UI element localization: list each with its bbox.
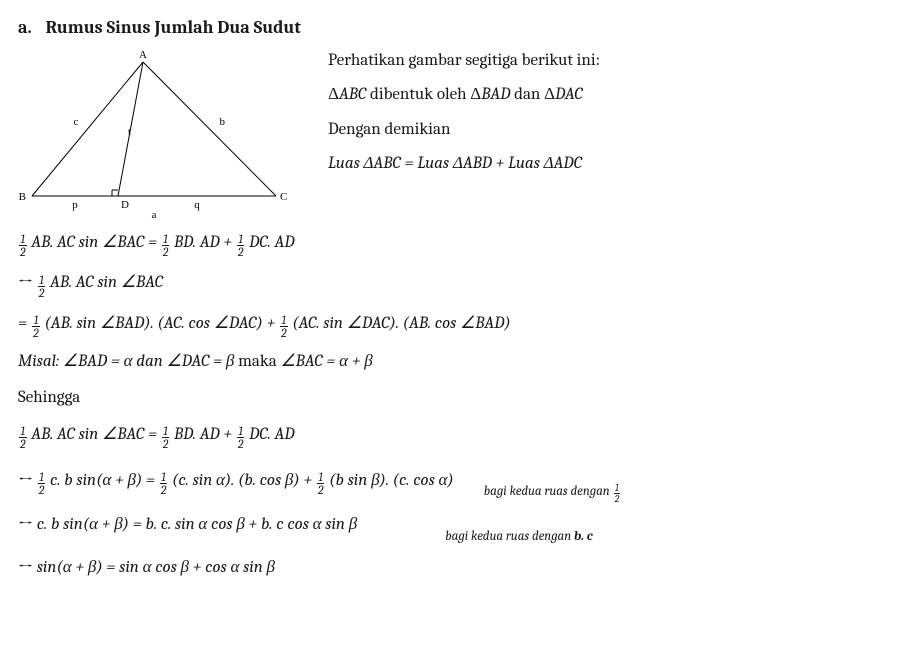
svg-text:b: b (220, 116, 226, 128)
svg-text:t: t (128, 126, 131, 138)
eq-1: 12 AB. AC sin ∠BAC = 12 BD. AD + 12 DC. … (18, 230, 906, 258)
svg-text:D: D (121, 199, 129, 211)
eq-2: ↔ 12 AB. AC sin ∠BAC (18, 270, 906, 298)
svg-text:A: A (139, 49, 147, 61)
svg-text:p: p (72, 199, 78, 211)
eq-8: ↔ c. b sin(α + β) = b. c. sin α cos β + … (18, 512, 357, 538)
svg-text:q: q (194, 199, 200, 211)
eq-7: ↔ 12 c. b sin(α + β) = 12 (c. sin α). (b… (18, 468, 454, 496)
triangle-diagram: A B C Dc b p q a t (18, 48, 298, 218)
intro-text: Perhatikan gambar segitiga berikut ini: … (328, 48, 600, 218)
eq-3: = 12 (AB. sin ∠BAD). (AC. cos ∠DAC) + 12… (18, 311, 906, 339)
eq-6: 12 AB. AC sin ∠BAC = 12 BD. AD + 12 DC. … (18, 422, 906, 450)
eq-8-note: bagi kedua ruas dengan b. c (445, 527, 593, 547)
intro-line-1: Perhatikan gambar segitiga berikut ini: (328, 48, 600, 74)
svg-text:C: C (280, 191, 287, 203)
svg-text:B: B (19, 191, 26, 203)
eq-9: ↔ sin(α + β) = sin α cos β + cos α sin β (18, 555, 906, 581)
section-letter: a. (18, 14, 32, 42)
svg-text:a: a (152, 209, 157, 218)
eq-4: Misal: ∠BAD = α dan ∠DAC = β maka ∠BAC =… (18, 349, 906, 375)
svg-text:c: c (74, 116, 79, 128)
section-title: Rumus Sinus Jumlah Dua Sudut (46, 14, 301, 42)
intro-line-2: ΔABC dibentuk oleh ΔBAD dan ΔDAC (328, 82, 600, 108)
intro-line-3: Dengan demikian (328, 117, 600, 143)
eq-5: Sehingga (18, 385, 906, 411)
intro-line-4: Luas ΔABC = Luas ΔABD + Luas ΔADC (328, 151, 600, 177)
eq-7-note: bagi kedua ruas dengan 12 (484, 482, 621, 504)
